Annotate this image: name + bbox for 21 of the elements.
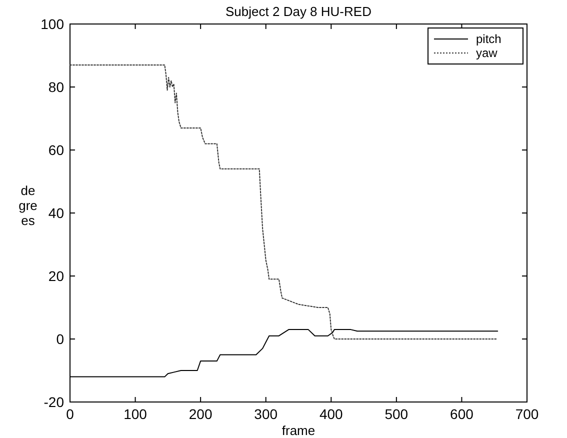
line-series xyxy=(70,64,498,340)
y-axis-title: de gre es xyxy=(18,183,38,228)
x-axis-title: frame xyxy=(282,423,316,438)
x-tick-label: 400 xyxy=(319,406,344,422)
x-tick-label: 300 xyxy=(254,406,278,422)
legend-label: yaw xyxy=(476,46,498,60)
x-tick-label: 700 xyxy=(515,406,539,422)
legend-label: pitch xyxy=(476,32,502,46)
x-tick-label: 200 xyxy=(188,406,212,422)
x-tick-label: 100 xyxy=(124,406,148,422)
y-tick-label: 20 xyxy=(48,268,64,284)
y-tick-label: -20 xyxy=(44,394,64,410)
x-tick-label: 0 xyxy=(66,406,74,422)
y-tick-label: 100 xyxy=(40,16,64,32)
x-tick-label: 500 xyxy=(384,406,408,422)
chart-title: Subject 2 Day 8 HU-RED xyxy=(226,4,372,19)
y-tick-label: 80 xyxy=(48,79,64,95)
y-tick-label: 40 xyxy=(48,205,64,221)
y-tick-label: 60 xyxy=(48,142,64,158)
x-tick-label: 600 xyxy=(450,406,474,422)
y-tick-label: 0 xyxy=(56,331,64,347)
